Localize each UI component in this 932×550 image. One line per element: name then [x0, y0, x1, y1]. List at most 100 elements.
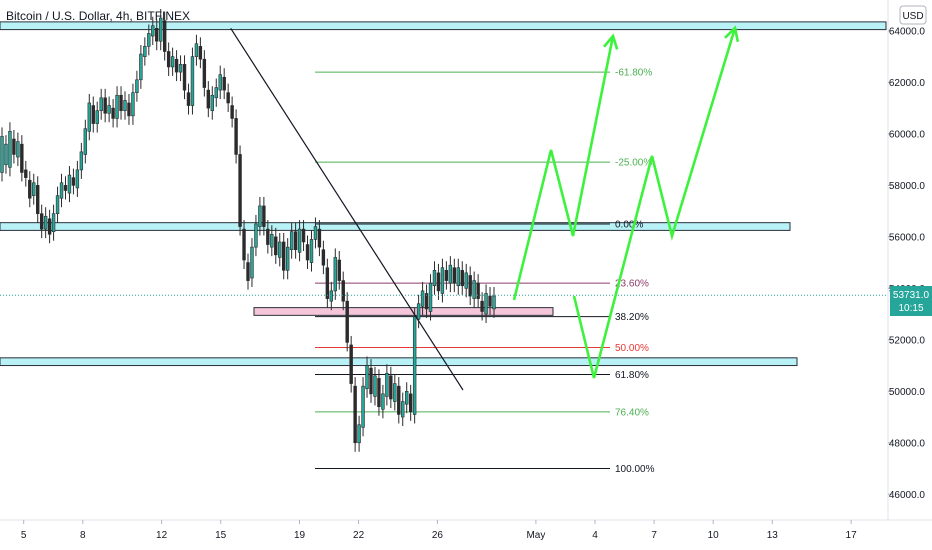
candle-body — [214, 87, 218, 99]
candle-body — [385, 372, 389, 397]
candle-body — [258, 205, 262, 227]
candle-body — [127, 102, 131, 117]
time-tick-label: 13 — [767, 530, 779, 541]
candle-body — [313, 226, 318, 240]
fibonacci-levels: -61.80% -25.00% 0.00% 23.60% 38.20% 50.00% 61.… — [315, 68, 655, 475]
candle-body — [448, 264, 453, 284]
projection-path — [572, 27, 737, 379]
bar-countdown: 10:15 — [898, 303, 923, 314]
candle-body — [159, 17, 163, 42]
candle-body — [103, 97, 107, 114]
price-tick-label: 46000.0 — [889, 490, 926, 501]
price-tick-label: 62000.0 — [889, 78, 926, 89]
candle-body — [297, 228, 302, 253]
candle-body — [436, 272, 441, 292]
candle-body — [20, 143, 24, 173]
candle-body — [0, 136, 4, 173]
candle-body — [51, 213, 56, 232]
projection-arrowhead — [724, 25, 740, 42]
candle-body — [194, 43, 199, 57]
candle-body — [75, 169, 80, 189]
candle-body — [79, 151, 84, 171]
fib-level-label: 76.40% — [615, 407, 649, 418]
candle-body — [162, 20, 167, 52]
price-tick-label: 56000.0 — [889, 232, 926, 243]
last-price-badge: 53731.0 10:15 — [890, 286, 932, 316]
price-tick-label: 48000.0 — [889, 438, 926, 449]
candle-body — [349, 344, 353, 384]
candle-body — [266, 228, 270, 245]
candle-body — [202, 58, 207, 88]
candle-body — [123, 100, 127, 111]
candle-body — [210, 94, 214, 111]
currency-label: USD — [902, 11, 923, 22]
fib-level-label: -61.80% — [615, 68, 652, 79]
candles-layer — [0, 9, 888, 452]
candle-body — [24, 169, 28, 178]
candle-body — [155, 28, 159, 42]
candle-body — [476, 282, 480, 299]
candle-body — [12, 138, 16, 155]
candle-body — [369, 367, 373, 395]
time-tick-label: 22 — [353, 530, 365, 541]
candle-body — [71, 177, 76, 186]
candle-body — [309, 239, 314, 263]
candle-body — [444, 269, 449, 281]
candle-body — [373, 375, 377, 397]
resistance-zone — [0, 357, 798, 367]
candle-body — [139, 53, 143, 81]
candle-body — [317, 228, 322, 248]
candle-body — [16, 141, 20, 158]
candle-body — [246, 262, 250, 281]
time-tick-label: 15 — [215, 530, 227, 541]
candle-body — [460, 269, 464, 287]
candle-body — [492, 295, 496, 310]
candle-body — [377, 378, 381, 408]
candle-body — [345, 300, 349, 343]
candle-body — [119, 94, 123, 111]
candle-body — [91, 105, 95, 124]
time-tick-label: May — [526, 530, 545, 541]
candle-body — [226, 92, 230, 104]
candle-body — [278, 241, 282, 258]
candle-body — [174, 58, 179, 73]
time-axis[interactable]: 5 8 12 15 19 22 26 May 4 7 10 13 17 — [21, 520, 857, 541]
candle-body — [218, 74, 222, 91]
candle-body — [250, 246, 254, 279]
resistance-zone — [0, 222, 791, 231]
candle-body — [381, 393, 385, 410]
candle-body — [365, 365, 369, 390]
candle-body — [67, 174, 72, 194]
candle-body — [341, 280, 345, 302]
candle-body — [135, 79, 139, 93]
fib-level-label: 61.80% — [615, 370, 649, 381]
candle-body — [401, 401, 405, 418]
candle-body — [428, 282, 433, 312]
candle-body — [405, 390, 409, 405]
candle-body — [131, 92, 135, 117]
candle-body — [480, 300, 484, 312]
resistance-zones — [0, 21, 887, 367]
candle-body — [389, 375, 393, 400]
candle-body — [254, 223, 258, 248]
candle-body — [285, 246, 290, 271]
candle-body — [393, 383, 397, 402]
currency-button[interactable]: USD — [899, 5, 927, 25]
candle-body — [8, 130, 12, 168]
trendline — [230, 27, 464, 391]
time-tick-label: 26 — [432, 530, 444, 541]
symbol-title: Bitcoin / U.S. Dollar, 4h, BITFINEX — [6, 9, 190, 23]
price-tick-label: 64000.0 — [889, 26, 926, 37]
candle-body — [337, 259, 341, 281]
candle-body — [432, 269, 437, 287]
candle-body — [47, 218, 52, 235]
candle-body — [289, 231, 294, 251]
candle-body — [28, 179, 32, 199]
candle-body — [282, 241, 286, 271]
candle-body — [206, 89, 211, 109]
candle-body — [190, 56, 195, 106]
candle-body — [242, 228, 246, 261]
candle-body — [274, 236, 278, 256]
candle-body — [87, 102, 91, 132]
